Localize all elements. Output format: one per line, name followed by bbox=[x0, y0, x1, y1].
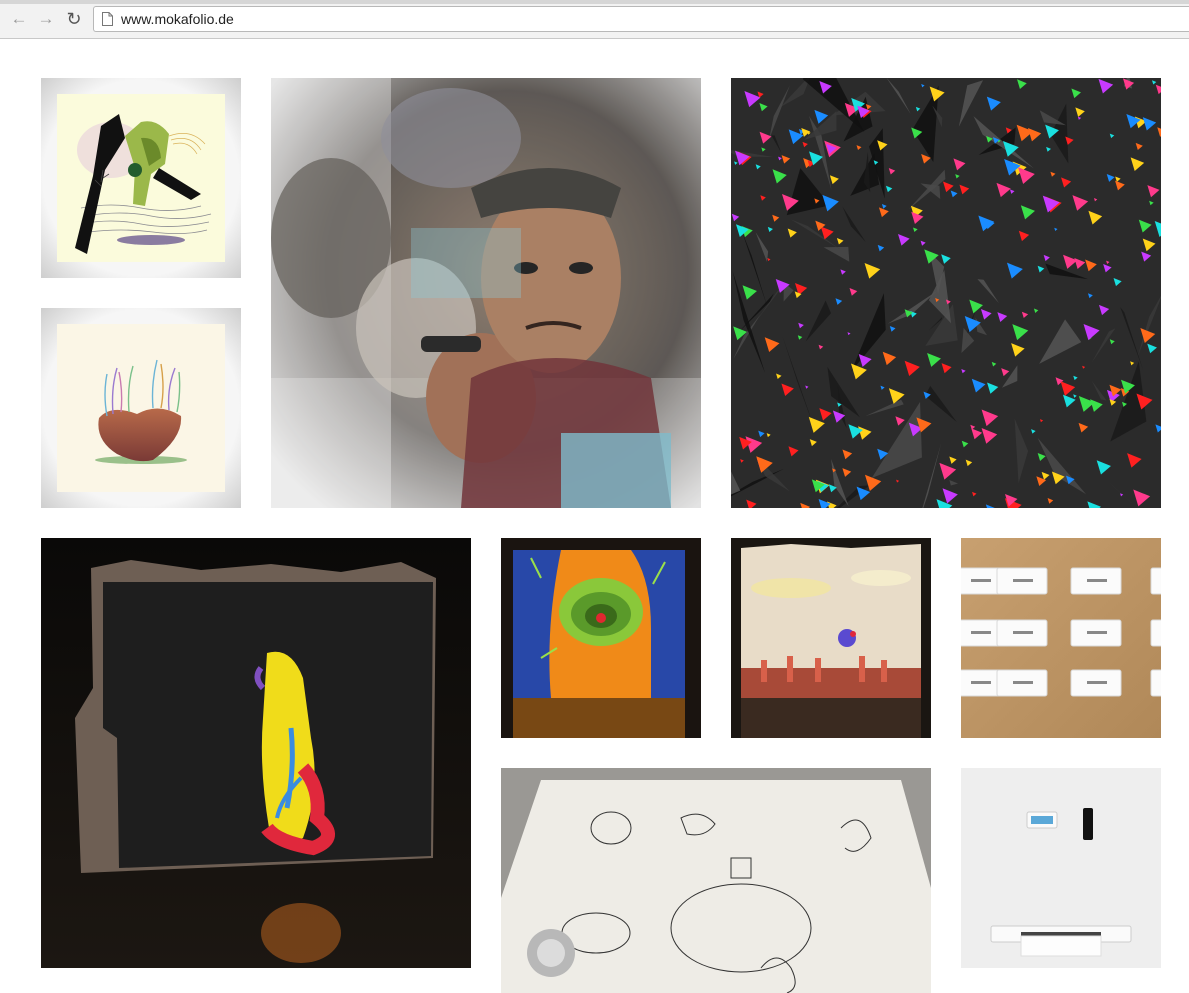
artwork-projection-yellow-creature[interactable] bbox=[41, 538, 471, 968]
illustration-thumbnail bbox=[41, 78, 241, 278]
photo-thumbnail bbox=[731, 538, 931, 738]
browser-toolbar: ← → ↻ www.mokafolio.de bbox=[0, 0, 1189, 39]
photo-thumbnail bbox=[501, 768, 931, 993]
tab-strip bbox=[0, 0, 1189, 4]
reload-icon[interactable]: ↻ bbox=[66, 9, 82, 29]
artwork-abstract-figure-landscape[interactable] bbox=[41, 78, 241, 278]
document-icon bbox=[102, 12, 113, 26]
photo-thumbnail bbox=[41, 538, 471, 968]
artwork-colorful-shards[interactable] bbox=[731, 78, 1161, 508]
illustration-thumbnail bbox=[41, 308, 241, 508]
generative-thumbnail bbox=[731, 78, 1161, 508]
artwork-heart-rock-with-plants[interactable] bbox=[41, 308, 241, 508]
url-text: www.mokafolio.de bbox=[121, 11, 234, 27]
photo-thumbnail bbox=[961, 768, 1161, 968]
artwork-projection-green-eye[interactable] bbox=[501, 538, 701, 738]
artwork-glitch-portrait-collage[interactable] bbox=[271, 78, 701, 508]
artwork-projection-landscape-scene[interactable] bbox=[731, 538, 931, 738]
artwork-drawing-robot-paper[interactable] bbox=[501, 768, 931, 993]
arrow-left-icon[interactable]: ← bbox=[10, 9, 28, 28]
photo-thumbnail bbox=[501, 538, 701, 738]
artwork-wall-device-printer[interactable] bbox=[961, 768, 1161, 968]
artwork-white-cards-on-wood[interactable] bbox=[961, 538, 1161, 738]
photo-thumbnail bbox=[961, 538, 1161, 738]
photo-thumbnail bbox=[271, 78, 701, 508]
arrow-right-icon[interactable]: → bbox=[37, 9, 55, 28]
address-bar[interactable]: www.mokafolio.de bbox=[93, 6, 1189, 32]
